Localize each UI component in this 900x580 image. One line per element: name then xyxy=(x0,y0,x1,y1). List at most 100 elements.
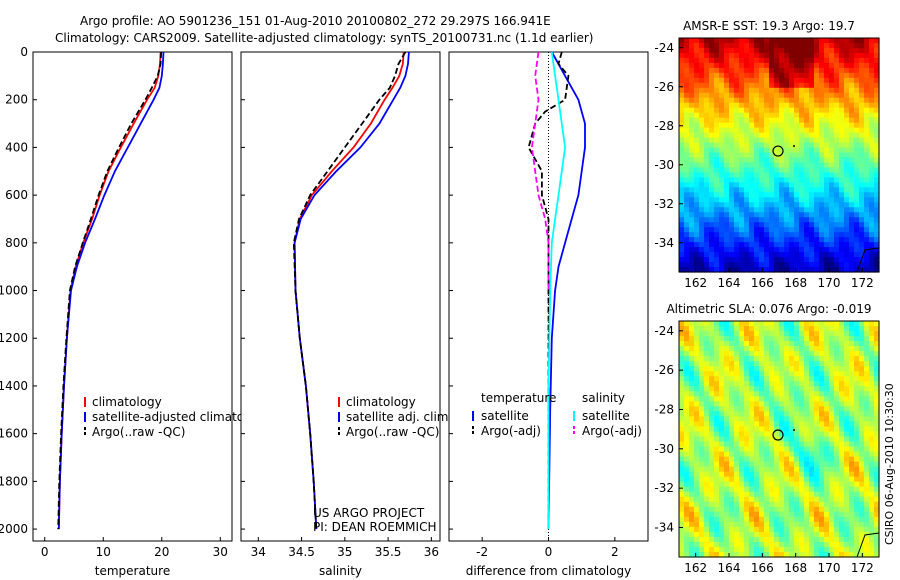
heatmap-cell xyxy=(709,38,715,44)
heatmap-cell xyxy=(729,381,735,387)
heatmap-cell xyxy=(839,42,845,49)
heatmap-cell xyxy=(699,536,705,543)
heatmap-cell xyxy=(854,162,860,169)
heatmap-cell xyxy=(794,431,800,438)
heatmap-cell xyxy=(694,197,700,203)
heatmap-cell xyxy=(764,112,770,119)
heatmap-cell xyxy=(874,252,880,258)
heatmap-cell xyxy=(749,222,755,228)
heatmap-cell xyxy=(729,411,735,417)
heatmap-cell xyxy=(824,162,830,169)
heatmap-cell xyxy=(719,331,725,337)
heatmap-cell xyxy=(814,431,820,438)
heatmap-cell xyxy=(774,541,780,548)
heatmap-cell xyxy=(714,496,720,503)
heatmap-cell xyxy=(739,67,745,74)
heatmap-cell xyxy=(809,87,815,94)
heatmap-cell xyxy=(774,197,780,203)
heatmap-cell xyxy=(689,142,695,149)
heatmap-cell xyxy=(849,172,855,179)
heatmap-cell xyxy=(829,177,835,183)
heatmap-cell xyxy=(774,192,780,198)
heatmap-cell xyxy=(709,506,715,513)
heatmap-cell xyxy=(809,396,815,402)
heatmap-cell xyxy=(684,267,690,273)
heatmap-cell xyxy=(729,441,735,448)
heatmap-cell xyxy=(694,421,700,428)
heatmap-cell xyxy=(744,406,750,412)
heatmap-cell xyxy=(819,142,825,149)
heatmap-cell xyxy=(799,361,805,367)
heatmap-cell xyxy=(749,232,755,238)
heatmap-cell xyxy=(804,57,810,64)
heatmap-cell xyxy=(689,67,695,74)
heatmap-cell xyxy=(819,471,825,478)
heatmap-cell xyxy=(679,112,685,119)
heatmap-cell xyxy=(814,257,820,263)
heatmap-cell xyxy=(779,38,785,44)
heatmap-cell xyxy=(729,107,735,114)
heatmap-cell xyxy=(699,67,705,74)
heatmap-cell xyxy=(779,521,785,528)
heatmap-cell xyxy=(874,67,880,74)
heatmap-cell xyxy=(824,481,830,488)
heatmap-cell xyxy=(714,356,720,362)
heatmap-cell xyxy=(734,62,740,69)
heatmap-cell xyxy=(739,137,745,144)
heatmap-cell xyxy=(774,97,780,104)
heatmap-cell xyxy=(704,496,710,503)
heatmap-cell xyxy=(704,67,710,74)
heatmap-cell xyxy=(769,391,775,397)
heatmap-cell xyxy=(684,461,690,468)
x-tick-label: 20 xyxy=(154,545,169,559)
heatmap-cell xyxy=(714,471,720,478)
heatmap-cell xyxy=(784,446,790,453)
heatmap-cell xyxy=(814,551,820,558)
heatmap-cell xyxy=(799,476,805,483)
heatmap-cell xyxy=(869,67,875,74)
heatmap-cell xyxy=(859,67,865,74)
heatmap-cell xyxy=(734,356,740,362)
heatmap-cell xyxy=(849,451,855,458)
heatmap-cell xyxy=(754,456,760,463)
heatmap-cell xyxy=(804,351,810,357)
heatmap-cell xyxy=(729,162,735,169)
heatmap-cell xyxy=(784,237,790,243)
heatmap-cell xyxy=(804,92,810,99)
heatmap-cell xyxy=(854,182,860,188)
heatmap-cell xyxy=(774,496,780,503)
heatmap-cell xyxy=(719,62,725,69)
heatmap-cell xyxy=(794,232,800,238)
heatmap-cell xyxy=(829,341,835,347)
heatmap-cell xyxy=(789,376,795,382)
heatmap-cell xyxy=(829,192,835,198)
heatmap-cell xyxy=(814,38,820,44)
heatmap-cell xyxy=(704,117,710,124)
heatmap-cell xyxy=(714,222,720,228)
heatmap-cell xyxy=(854,471,860,478)
heatmap-cell xyxy=(724,346,730,352)
heatmap-cell xyxy=(699,436,705,443)
heatmap-cell xyxy=(804,157,810,164)
heatmap-cell xyxy=(709,391,715,397)
heatmap-cell xyxy=(729,436,735,443)
heatmap-cell xyxy=(769,371,775,377)
heatmap-cell xyxy=(834,346,840,352)
heatmap-cell xyxy=(804,411,810,417)
heatmap-cell xyxy=(859,436,865,443)
heatmap-cell xyxy=(864,127,870,134)
heatmap-cell xyxy=(789,431,795,438)
heatmap-cell xyxy=(859,122,865,129)
heatmap-cell xyxy=(714,366,720,372)
heatmap-cell xyxy=(784,257,790,263)
heatmap-cell xyxy=(864,396,870,402)
heatmap-cell xyxy=(834,57,840,64)
heatmap-cell xyxy=(844,177,850,183)
heatmap-cell xyxy=(779,481,785,488)
heatmap-cell xyxy=(754,267,760,273)
heatmap-cell xyxy=(759,376,765,382)
heatmap-cell xyxy=(684,217,690,223)
y-tick-label: -30 xyxy=(654,442,674,456)
heatmap-cell xyxy=(734,421,740,428)
heatmap-cell xyxy=(824,262,830,268)
